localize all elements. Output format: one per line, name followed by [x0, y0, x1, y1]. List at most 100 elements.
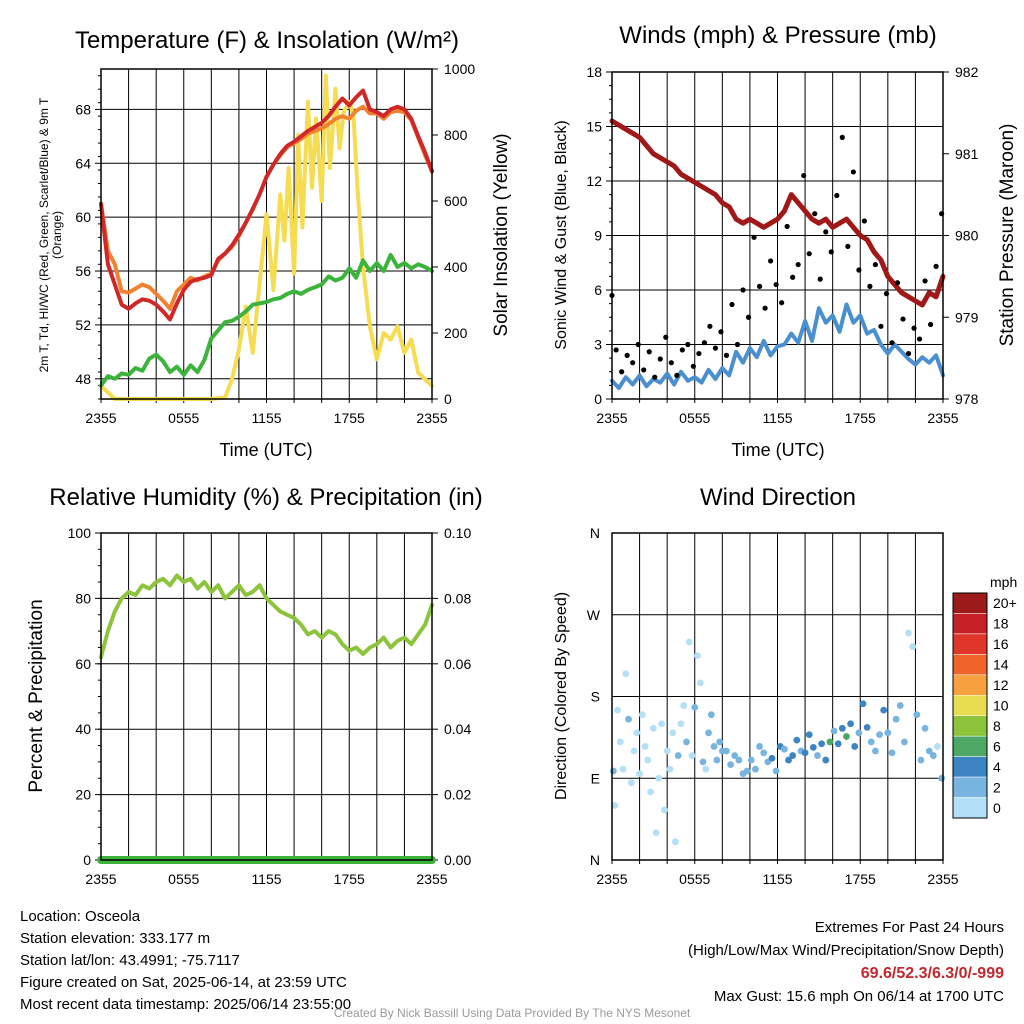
temperature-y-tick-label: 64: [75, 155, 91, 171]
gust-point: [674, 372, 680, 378]
humidity-chart-title: Relative Humidity (%) & Precipitation (i…: [49, 484, 483, 511]
winds-y-tick-label: 9: [594, 228, 602, 244]
gust-point: [823, 229, 829, 235]
winds-x-tick-label: 2355: [596, 410, 627, 426]
wind-direction-point: [683, 738, 690, 746]
humidity-plot-area: [95, 532, 438, 864]
wind-direction-point: [723, 747, 730, 755]
wind-direction-point: [880, 706, 888, 714]
wind-direction-point: [658, 720, 666, 728]
wind-direction-point: [609, 767, 617, 775]
winds-x-tick-label: 0555: [679, 410, 710, 426]
wind-direction-point: [680, 702, 688, 709]
wind-direction-point: [716, 738, 723, 746]
wind-direction-point: [884, 729, 892, 737]
gust-point: [867, 283, 873, 289]
speed-legend-label: 6: [993, 738, 1001, 754]
humidity-y2-tick-label: 0.06: [444, 656, 471, 672]
wind-direction-point: [752, 765, 759, 773]
direction-chart-title: Wind Direction: [699, 484, 857, 511]
wind-direction-point: [934, 743, 941, 750]
gust-point: [790, 274, 796, 280]
wind-direction-point: [747, 756, 755, 764]
temperature-x-axis-title: Time (UTC): [219, 440, 313, 460]
humidity-x-tick-label: 2355: [416, 871, 447, 887]
winds-y2-tick-label: 981: [955, 146, 979, 162]
gust-point: [933, 263, 939, 269]
wind-direction-point: [876, 731, 883, 739]
gust-point: [889, 340, 895, 346]
extremes-title: Extremes For Past 24 Hours: [814, 919, 1004, 936]
winds-y-axis-title: Sonic Wind & Gust (Blue, Black): [553, 120, 570, 350]
wind-direction-point: [710, 743, 718, 750]
gust-point: [878, 323, 884, 329]
wind-direction-point: [647, 788, 655, 796]
humidity-y-axis-title: Percent & Precipitation: [26, 599, 47, 793]
humidity-y2-tick-label: 0.10: [444, 525, 471, 541]
speed-legend-swatch: [952, 674, 988, 696]
gust-point: [905, 350, 912, 357]
winds-y-tick-label: 15: [586, 119, 602, 135]
temperature-y-tick-label: 56: [75, 263, 91, 279]
wind-direction-point: [707, 711, 715, 719]
wind-direction-point: [822, 756, 830, 764]
wind-direction-point: [630, 747, 638, 755]
gust-point: [801, 172, 807, 179]
wind-direction-point: [644, 756, 652, 764]
winds-y-tick-label: 18: [586, 64, 602, 80]
wind-direction-point: [614, 706, 621, 714]
winds-x-tick-label: 2355: [927, 410, 958, 426]
winds-x-tick-label: 1755: [845, 410, 876, 426]
speed-legend-swatch: [952, 633, 988, 655]
gust-point: [723, 352, 730, 358]
gust-point: [756, 283, 763, 289]
wind-direction-point: [921, 724, 929, 732]
temperature-y2-tick-label: 800: [444, 127, 468, 143]
gust-point: [850, 169, 856, 175]
gust-point: [663, 334, 669, 340]
direction-x-tick-label: 0555: [679, 871, 710, 887]
speed-legend-label: 14: [993, 657, 1009, 673]
speed-legend-label: 10: [993, 698, 1009, 714]
gust-point: [652, 374, 658, 380]
direction-y-tick-label: W: [587, 607, 601, 623]
wind-direction-point: [814, 752, 821, 759]
wind-direction-point: [772, 767, 780, 775]
speed-legend-label: 0: [993, 800, 1001, 816]
gust-point: [740, 287, 746, 293]
gust-point: [872, 261, 879, 268]
gust-point: [641, 367, 647, 373]
wind-direction-point: [727, 761, 735, 769]
winds-y2-tick-label: 978: [955, 391, 979, 407]
speed-legend-label: 16: [993, 636, 1009, 652]
wind-direction-point: [805, 731, 813, 739]
temperature-y-tick-label: 68: [75, 101, 91, 117]
gust-point: [701, 340, 708, 346]
temperature-plot-area: [95, 68, 438, 403]
wind-direction-point: [892, 715, 900, 723]
temperature-y-tick-label: 48: [75, 371, 91, 387]
speed-legend-swatch: [952, 613, 988, 635]
relative-humidity-series-line: [99, 573, 434, 660]
wind-direction-point: [789, 752, 797, 759]
wind-direction-point: [696, 679, 704, 687]
winds-x-tick-label: 1155: [762, 410, 792, 426]
temperature-chart-title: Temperature (F) & Insolation (W/m²): [74, 27, 460, 54]
direction-y-tick-label: S: [591, 689, 600, 705]
gust-point: [619, 369, 625, 375]
gust-point: [784, 223, 790, 230]
humidity-x-tick-label: 1755: [334, 871, 365, 887]
wind-direction-point: [616, 738, 624, 746]
wind-direction-point: [694, 652, 701, 660]
speed-legend-swatch: [952, 756, 988, 778]
wind-direction-point: [652, 829, 660, 837]
winds-y2-axis-title: Station Pressure (Maroon): [997, 123, 1018, 347]
gust-point: [690, 363, 696, 369]
gust-point: [828, 249, 834, 255]
wind-direction-point: [702, 765, 710, 773]
humidity-y-tick-label: 0: [83, 852, 91, 868]
wind-direction-point: [735, 756, 743, 764]
gust-point: [812, 211, 818, 217]
wind-direction-point: [872, 747, 879, 755]
latest-data-timestamp: Most recent data timestamp: 2025/06/14 2…: [20, 996, 352, 1013]
